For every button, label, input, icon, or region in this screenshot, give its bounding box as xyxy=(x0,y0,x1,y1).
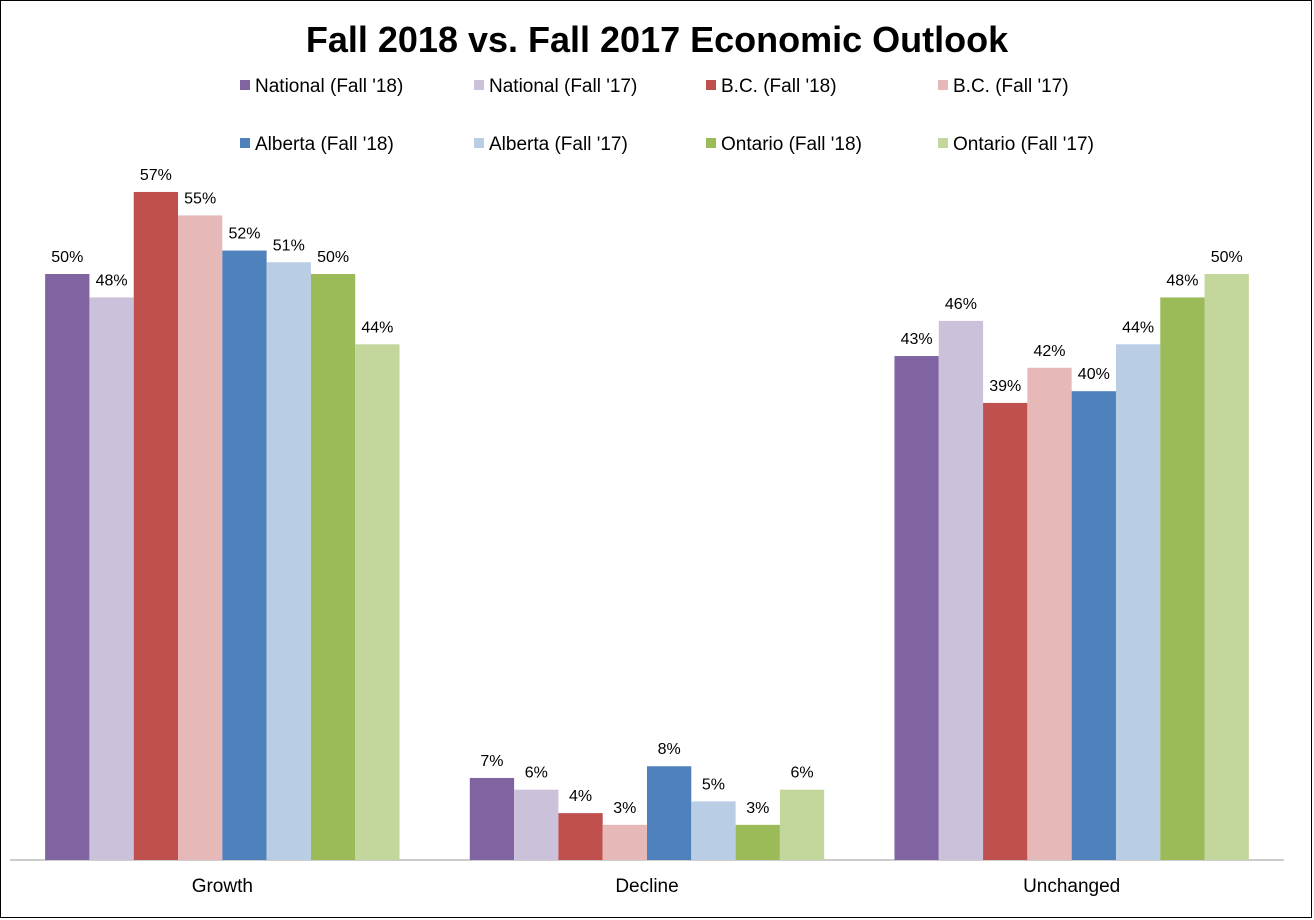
legend-item: Alberta (Fall '17) xyxy=(474,134,628,155)
bar xyxy=(355,344,400,860)
x-tick-label: Unchanged xyxy=(1023,876,1120,897)
legend-swatch xyxy=(938,138,948,148)
bar xyxy=(178,215,223,860)
bar xyxy=(1071,391,1116,860)
bar xyxy=(558,813,603,860)
bar xyxy=(45,274,90,860)
data-label: 6% xyxy=(790,765,813,782)
bar xyxy=(735,824,780,860)
legend-swatch xyxy=(474,80,484,90)
legend-label: Ontario (Fall '18) xyxy=(721,134,862,155)
chart-title: Fall 2018 vs. Fall 2017 Economic Outlook xyxy=(306,19,1009,60)
data-label: 44% xyxy=(361,319,393,336)
legend-item: B.C. (Fall '18) xyxy=(706,76,837,97)
data-label: 43% xyxy=(901,331,933,348)
bar xyxy=(938,320,984,860)
data-label: 51% xyxy=(273,237,305,254)
data-label: 50% xyxy=(317,249,349,266)
x-tick-label: Growth xyxy=(192,876,253,897)
legend-item: National (Fall '18) xyxy=(240,76,403,97)
legend-item: Ontario (Fall '18) xyxy=(706,134,862,155)
bar xyxy=(983,402,1028,860)
bar xyxy=(514,789,559,860)
bar xyxy=(779,789,825,860)
data-label: 40% xyxy=(1078,366,1110,383)
data-label: 8% xyxy=(658,741,681,758)
data-label: 50% xyxy=(51,249,83,266)
legend-swatch xyxy=(240,80,250,90)
data-label: 48% xyxy=(1166,272,1198,289)
data-label: 57% xyxy=(140,167,172,184)
legend-label: National (Fall '17) xyxy=(489,76,637,97)
data-label: 46% xyxy=(945,296,977,313)
bar xyxy=(647,766,692,860)
bar xyxy=(691,801,736,860)
data-label: 50% xyxy=(1211,249,1243,266)
bar xyxy=(1204,274,1249,860)
bar xyxy=(310,274,356,860)
legend: National (Fall '18) National (Fall '17) B.… xyxy=(240,76,1094,155)
legend-swatch xyxy=(706,138,716,148)
bar xyxy=(1115,344,1161,860)
data-label: 52% xyxy=(228,226,260,243)
bar xyxy=(1160,297,1205,860)
bar xyxy=(469,777,515,860)
legend-label: Ontario (Fall '17) xyxy=(953,134,1094,155)
legend-swatch xyxy=(240,138,250,148)
legend-swatch xyxy=(474,138,484,148)
legend-label: B.C. (Fall '18) xyxy=(721,76,837,97)
legend-label: Alberta (Fall '18) xyxy=(255,134,394,155)
bar xyxy=(222,250,267,860)
bar xyxy=(894,356,939,860)
data-label: 3% xyxy=(613,800,636,817)
data-label: 3% xyxy=(746,800,769,817)
bar xyxy=(602,824,647,860)
data-label: 6% xyxy=(525,765,548,782)
legend-swatch xyxy=(706,80,716,90)
legend-label: National (Fall '18) xyxy=(255,76,403,97)
legend-item: Alberta (Fall '18) xyxy=(240,134,394,155)
legend-item: Ontario (Fall '17) xyxy=(938,134,1094,155)
data-label: 7% xyxy=(480,753,503,770)
legend-label: B.C. (Fall '17) xyxy=(953,76,1069,97)
data-label: 42% xyxy=(1034,343,1066,360)
plot-area: 50% 48% 57% 55% 52% 51% 50% 44% Growth 7% 6% 4% 3% 8%… xyxy=(10,167,1284,897)
bar xyxy=(89,297,134,860)
data-label: 55% xyxy=(184,190,216,207)
data-label: 5% xyxy=(702,776,725,793)
data-label: 48% xyxy=(96,272,128,289)
bar xyxy=(266,262,311,860)
legend-item: B.C. (Fall '17) xyxy=(938,76,1069,97)
data-label: 4% xyxy=(569,788,592,805)
x-tick-label: Decline xyxy=(615,876,678,897)
bar xyxy=(133,191,179,860)
bar xyxy=(1027,367,1072,860)
legend-swatch xyxy=(938,80,948,90)
data-label: 44% xyxy=(1122,319,1154,336)
data-label: 39% xyxy=(989,378,1021,395)
legend-label: Alberta (Fall '17) xyxy=(489,134,628,155)
legend-item: National (Fall '17) xyxy=(474,76,637,97)
